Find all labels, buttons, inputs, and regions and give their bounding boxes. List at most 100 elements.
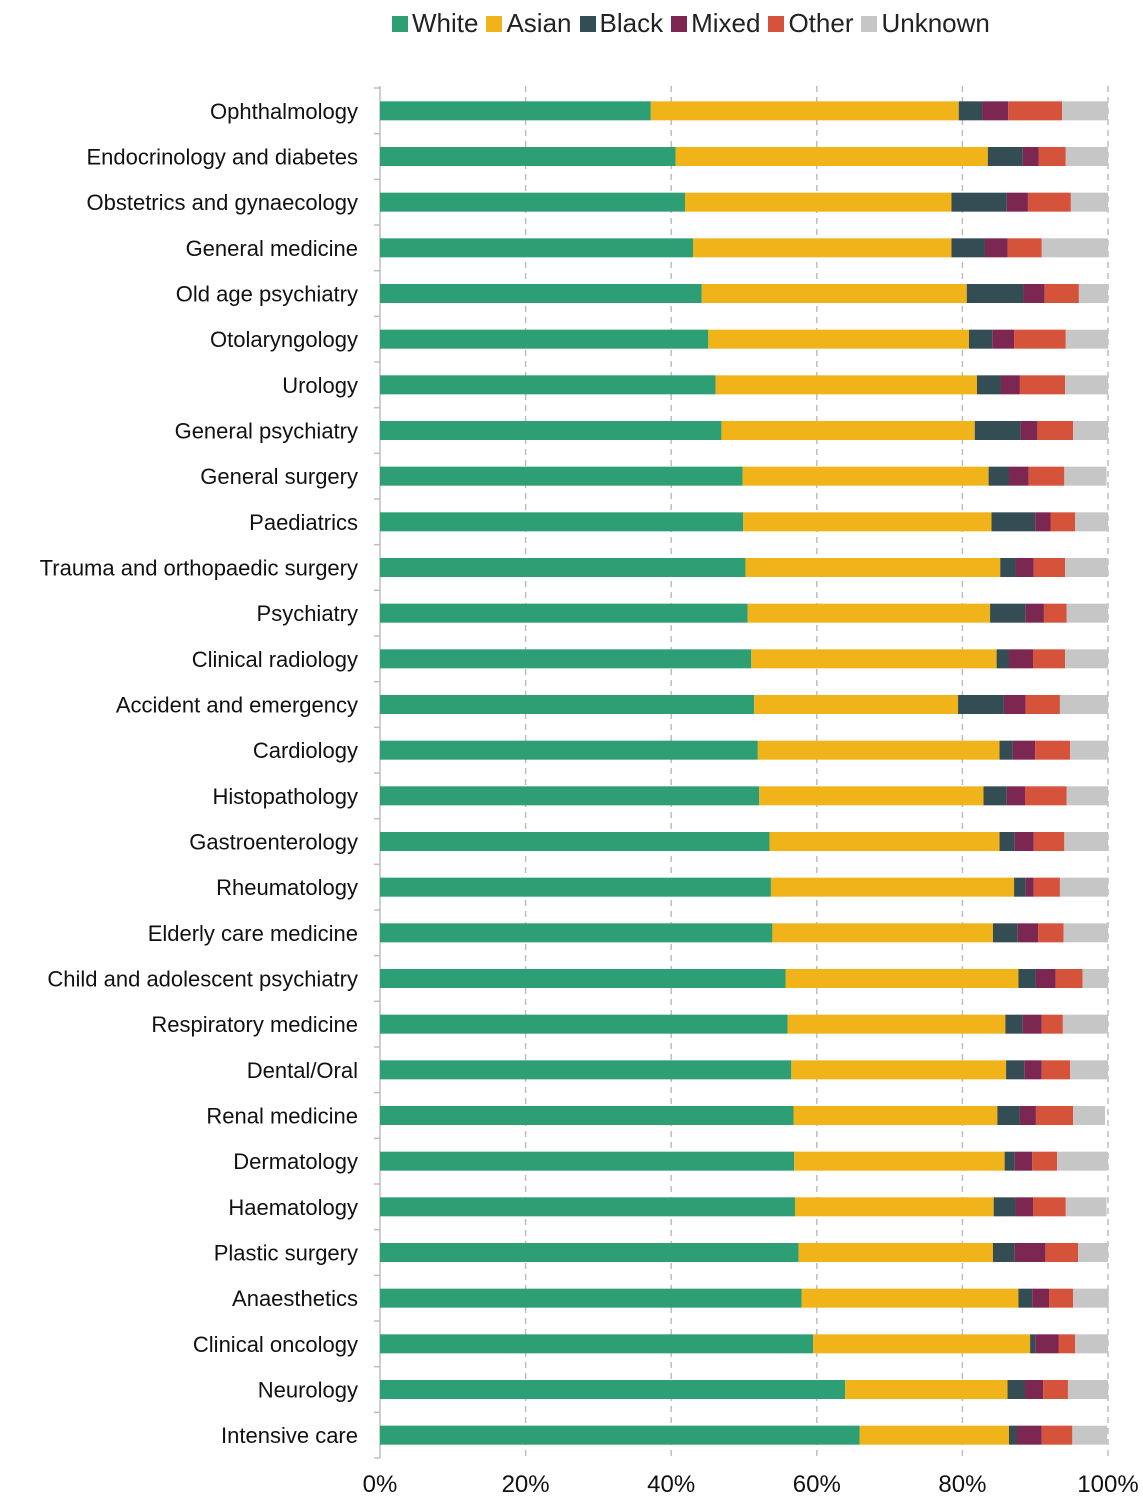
bar-segment-black — [990, 603, 1026, 623]
bar-segment-asian — [845, 1380, 1008, 1399]
bar-segment-unknown — [1075, 512, 1108, 532]
bar-segment-unknown — [1064, 832, 1108, 851]
bar-segment-other — [1033, 832, 1065, 851]
bar-segment-unknown — [1067, 1380, 1108, 1399]
category-label: Child and adolescent psychiatry — [47, 967, 358, 992]
legend-item-black: Black — [579, 8, 664, 39]
bar-segment-mixed — [1020, 421, 1038, 440]
bar-segment-black — [966, 284, 1024, 303]
category-label: Paediatrics — [249, 510, 358, 535]
x-tick-label: 60% — [793, 1471, 841, 1498]
bar-segment-other — [1028, 466, 1065, 486]
bar-segment-black — [1008, 1425, 1017, 1445]
category-label: Renal medicine — [206, 1104, 358, 1129]
x-tick-label: 20% — [502, 1471, 550, 1498]
bar-segment-black — [983, 786, 1007, 806]
bar-segment-white — [380, 1014, 788, 1034]
bar-segment-white — [380, 192, 686, 212]
bar-segment-unknown — [1078, 1243, 1108, 1262]
bar-segment-other — [1035, 740, 1071, 760]
bar-segment-other — [1055, 969, 1083, 988]
bar-segment-mixed — [1023, 284, 1045, 303]
bar-segment-other — [1025, 695, 1060, 714]
bar-segment-asian — [754, 695, 959, 714]
bar-segment-asian — [693, 238, 952, 258]
bar-segment-unknown — [1064, 466, 1107, 486]
category-label: Anaesthetics — [232, 1286, 358, 1311]
bar-segment-asian — [787, 1014, 1006, 1034]
bar-segment-unknown — [1073, 421, 1108, 440]
bar-segment-asian — [675, 147, 988, 166]
bar-segment-black — [1018, 969, 1036, 988]
bar-segment-white — [380, 284, 702, 303]
bar-segment-unknown — [1062, 1014, 1108, 1034]
bar-segment-mixed — [1017, 1425, 1042, 1445]
bar-segment-white — [380, 558, 746, 577]
category-label: Elderly care medicine — [148, 921, 358, 946]
bar-segment-asian — [721, 421, 975, 440]
bar-segment-black — [1005, 1014, 1023, 1034]
bar-segment-unknown — [1073, 1106, 1106, 1125]
bar-segment-other — [1033, 649, 1066, 669]
legend-item-other: Other — [768, 8, 853, 39]
bar-segment-asian — [743, 512, 992, 532]
legend: White Asian Black Mixed Other Unknown — [392, 8, 998, 39]
category-label: Cardiology — [253, 738, 358, 763]
bar-segment-asian — [793, 1106, 998, 1125]
bar-segment-black — [996, 649, 1009, 669]
bar-segment-white — [380, 1334, 814, 1354]
bar-segment-asian — [701, 284, 967, 303]
bar-segment-asian — [769, 832, 1000, 851]
category-label: Clinical oncology — [193, 1332, 358, 1357]
bar-segment-white — [380, 969, 786, 988]
bar-segment-black — [1006, 1060, 1025, 1080]
category-label: Otolaryngology — [210, 327, 358, 352]
bar-segment-unknown — [1072, 1425, 1108, 1445]
bar-segment-other — [1014, 329, 1066, 349]
bar-segment-other — [1033, 558, 1066, 577]
bar-segment-other — [1041, 1425, 1073, 1445]
bar-segment-black — [974, 421, 1021, 440]
bar-segment-white — [380, 603, 748, 623]
bar-segment-other — [1038, 923, 1064, 943]
legend-label: Black — [599, 8, 664, 38]
bar-segment-white — [380, 1060, 792, 1080]
bar-segment-unknown — [1066, 786, 1108, 806]
legend-swatch — [671, 15, 688, 32]
bar-segment-mixed — [982, 101, 1009, 121]
bar-segment-asian — [813, 1334, 1031, 1354]
category-label: Rheumatology — [216, 875, 358, 900]
x-tick-label: 40% — [647, 1471, 695, 1498]
bar-segment-asian — [708, 329, 969, 349]
bar-segment-asian — [685, 192, 952, 212]
bar-segment-other — [1049, 1288, 1074, 1308]
bar-segment-asian — [798, 1243, 993, 1262]
bar-segment-unknown — [1065, 375, 1108, 395]
bar-segment-unknown — [1065, 649, 1108, 669]
bar-segment-mixed — [1019, 1106, 1036, 1125]
bar-segment-mixed — [1008, 649, 1034, 669]
bar-segment-other — [1038, 147, 1066, 166]
category-label: General psychiatry — [175, 419, 358, 444]
bar-segment-asian — [742, 466, 989, 486]
bar-segment-white — [380, 1380, 846, 1399]
category-label: Psychiatry — [257, 601, 358, 626]
bar-segment-black — [958, 695, 1004, 714]
bar-segment-black — [988, 466, 1009, 486]
legend-item-white: White — [392, 8, 478, 39]
bar-segment-black — [958, 101, 983, 121]
bar-segment-unknown — [1063, 923, 1108, 943]
legend-item-unknown: Unknown — [861, 8, 990, 39]
bar-segment-mixed — [1025, 1380, 1044, 1399]
legend-label: Mixed — [691, 8, 761, 38]
bar-segment-asian — [794, 1151, 1005, 1171]
legend-swatch — [861, 15, 878, 32]
bar-segment-white — [380, 147, 676, 166]
bar-segment-other — [1037, 421, 1074, 440]
bar-segment-black — [991, 512, 1036, 532]
bar-segment-white — [380, 375, 716, 395]
bar-segment-black — [1014, 877, 1026, 897]
bar-segment-mixed — [1035, 1334, 1059, 1354]
bar-segment-mixed — [1017, 923, 1039, 943]
